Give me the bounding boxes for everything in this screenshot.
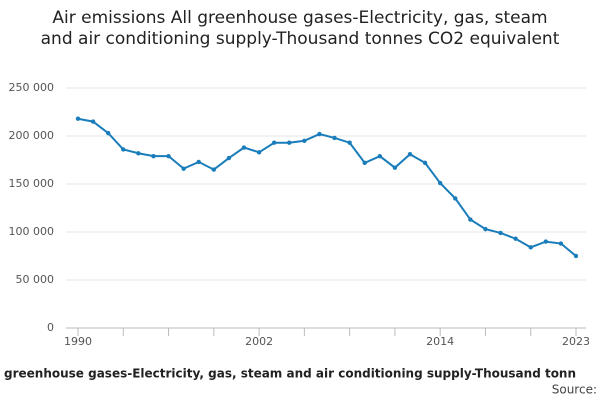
point [453,196,458,201]
point [181,166,186,171]
point [241,145,247,150]
point [573,253,579,259]
y-tick-label: 100 000 [9,225,55,238]
point [362,160,367,166]
point [422,160,428,166]
chart-title: Air emissions All greenhouse gases-Elect… [40,8,560,49]
point [332,135,337,141]
point [271,140,277,145]
point [196,159,201,165]
x-axis-label: greenhouse gases-Electricity, gas, steam… [4,367,576,381]
x-tick-label: 2014 [426,335,454,348]
point [392,165,398,170]
point [468,217,473,222]
x-tick-label: 2002 [245,335,273,348]
point [317,131,322,137]
point [211,167,217,172]
point [543,239,549,244]
point [302,138,307,143]
y-tick-label: 50 000 [16,273,55,286]
point [347,140,352,145]
line [77,117,577,257]
source: Source: [552,383,597,397]
y-tick-label: 250 000 [9,81,55,94]
point [407,152,413,157]
point [513,236,518,241]
point [75,116,81,121]
point [256,150,262,155]
point [166,153,171,159]
point [483,226,488,232]
y-tick-label: 150 000 [9,177,55,190]
point [377,153,383,159]
y-tick-label: 0 [47,321,54,334]
point [90,119,96,124]
point [151,153,156,159]
point [105,130,111,136]
x-tick-label: 2023 [562,335,590,348]
point [287,140,292,145]
point [437,180,443,186]
point [226,155,232,161]
point [136,151,141,156]
y-tick-label: 200 000 [9,129,55,142]
x-tick-label: 1990 [64,335,92,348]
point [558,241,564,246]
point [121,147,126,152]
point [498,230,503,236]
point [528,245,533,250]
